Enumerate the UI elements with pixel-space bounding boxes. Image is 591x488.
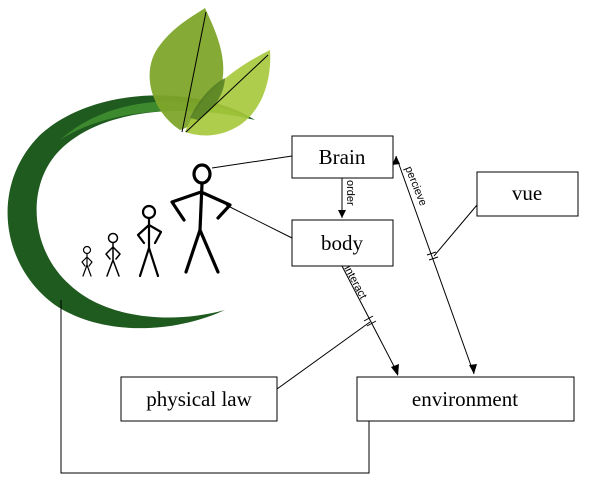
perceive-tick-1 xyxy=(426,251,437,256)
interact-tick-2 xyxy=(366,320,377,327)
connectors xyxy=(60,155,478,474)
vue-label: vue xyxy=(512,181,542,205)
brain-connector xyxy=(211,155,293,169)
interact-label: interact xyxy=(341,264,369,301)
stick-figure-1 xyxy=(81,245,93,277)
brain-label: Brain xyxy=(319,145,366,169)
perceive-line xyxy=(395,155,475,375)
perceive-arrowhead-bottom xyxy=(469,364,477,374)
stick-figure-4 xyxy=(170,163,232,274)
feedback-loop-line xyxy=(60,300,370,474)
perceive-arrowhead-top xyxy=(392,156,400,165)
perceive-tick-2 xyxy=(428,256,439,261)
node-brain: Brain xyxy=(291,135,394,179)
order-label: order xyxy=(344,180,356,206)
perceive-label: percieve xyxy=(402,165,429,208)
interact-line xyxy=(341,265,399,375)
environment-label: environment xyxy=(412,387,518,411)
interact-tick-1 xyxy=(363,315,374,322)
node-physical-law: physical law xyxy=(120,376,278,422)
body-label: body xyxy=(321,231,364,255)
vue-connector xyxy=(433,204,478,257)
stick-figure-2 xyxy=(105,232,121,277)
interact-arrowhead xyxy=(391,364,399,376)
stick-figures-icon xyxy=(81,163,232,278)
body-connector xyxy=(225,204,293,239)
leaf-overlap-icon xyxy=(190,78,225,120)
logo-icon xyxy=(7,8,271,329)
node-body: body xyxy=(291,219,394,267)
physical-law-label: physical law xyxy=(146,387,252,411)
node-vue: vue xyxy=(476,171,579,217)
physical-law-connector xyxy=(276,321,371,390)
stick-figure-3 xyxy=(136,204,163,278)
node-environment: environment xyxy=(356,376,575,422)
